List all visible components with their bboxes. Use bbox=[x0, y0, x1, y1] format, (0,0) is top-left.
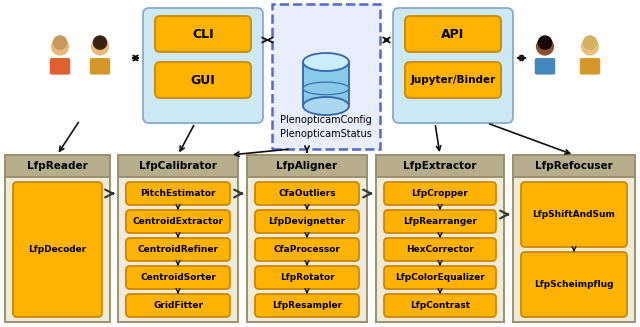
Text: GUI: GUI bbox=[191, 74, 216, 87]
Text: CfaOutliers: CfaOutliers bbox=[278, 189, 336, 198]
Text: LfpRotator: LfpRotator bbox=[280, 273, 334, 282]
FancyBboxPatch shape bbox=[255, 294, 359, 317]
Text: LfpReader: LfpReader bbox=[27, 161, 88, 171]
Bar bbox=[118, 155, 238, 322]
FancyBboxPatch shape bbox=[521, 252, 627, 317]
FancyBboxPatch shape bbox=[143, 8, 263, 123]
Text: API: API bbox=[442, 27, 465, 41]
Bar bbox=[513, 155, 635, 322]
Text: GridFitter: GridFitter bbox=[153, 301, 203, 310]
Text: LfpResampler: LfpResampler bbox=[272, 301, 342, 310]
Circle shape bbox=[93, 36, 107, 49]
Text: PlenopticamConfig: PlenopticamConfig bbox=[280, 115, 372, 125]
Circle shape bbox=[52, 38, 68, 55]
Bar bbox=[303, 62, 349, 106]
FancyBboxPatch shape bbox=[155, 62, 251, 98]
Bar bbox=[376, 155, 504, 322]
Text: LfpColorEqualizer: LfpColorEqualizer bbox=[395, 273, 485, 282]
FancyBboxPatch shape bbox=[126, 182, 230, 205]
Circle shape bbox=[92, 38, 108, 55]
FancyBboxPatch shape bbox=[384, 294, 496, 317]
FancyBboxPatch shape bbox=[580, 58, 600, 75]
Circle shape bbox=[538, 36, 552, 49]
Text: CentroidExtractor: CentroidExtractor bbox=[132, 217, 223, 226]
Bar bbox=[5, 155, 110, 322]
FancyBboxPatch shape bbox=[255, 238, 359, 261]
Circle shape bbox=[584, 36, 596, 49]
Bar bbox=[247, 155, 367, 177]
Text: LfpShiftAndSum: LfpShiftAndSum bbox=[532, 210, 616, 219]
FancyBboxPatch shape bbox=[50, 58, 70, 75]
FancyBboxPatch shape bbox=[13, 182, 102, 317]
FancyBboxPatch shape bbox=[255, 182, 359, 205]
Circle shape bbox=[53, 36, 67, 49]
FancyBboxPatch shape bbox=[405, 62, 501, 98]
Text: LfpRearranger: LfpRearranger bbox=[403, 217, 477, 226]
FancyBboxPatch shape bbox=[405, 16, 501, 52]
Text: CfaProcessor: CfaProcessor bbox=[273, 245, 340, 254]
Text: CentroidSorter: CentroidSorter bbox=[140, 273, 216, 282]
FancyBboxPatch shape bbox=[384, 210, 496, 233]
Text: LfpCropper: LfpCropper bbox=[412, 189, 468, 198]
FancyBboxPatch shape bbox=[155, 16, 251, 52]
Text: LfpAligner: LfpAligner bbox=[276, 161, 337, 171]
Text: PitchEstimator: PitchEstimator bbox=[140, 189, 216, 198]
Ellipse shape bbox=[303, 53, 349, 71]
Circle shape bbox=[582, 38, 598, 55]
Ellipse shape bbox=[303, 97, 349, 115]
Bar bbox=[272, 4, 380, 149]
Text: LfpCalibrator: LfpCalibrator bbox=[139, 161, 217, 171]
FancyBboxPatch shape bbox=[90, 58, 110, 75]
Text: CLI: CLI bbox=[192, 27, 214, 41]
FancyBboxPatch shape bbox=[384, 266, 496, 289]
Bar bbox=[376, 155, 504, 177]
Text: Jupyter/Binder: Jupyter/Binder bbox=[410, 75, 495, 85]
FancyBboxPatch shape bbox=[255, 210, 359, 233]
FancyBboxPatch shape bbox=[384, 182, 496, 205]
Bar bbox=[5, 155, 110, 177]
Text: LfpRefocuser: LfpRefocuser bbox=[535, 161, 613, 171]
FancyBboxPatch shape bbox=[521, 182, 627, 247]
Ellipse shape bbox=[303, 82, 349, 95]
Bar bbox=[513, 155, 635, 177]
Text: LfpDevignetter: LfpDevignetter bbox=[268, 217, 346, 226]
Text: LfpExtractor: LfpExtractor bbox=[403, 161, 477, 171]
Circle shape bbox=[536, 38, 554, 55]
Text: HexCorrector: HexCorrector bbox=[406, 245, 474, 254]
Bar bbox=[118, 155, 238, 177]
FancyBboxPatch shape bbox=[255, 266, 359, 289]
Text: PlenopticamStatus: PlenopticamStatus bbox=[280, 129, 372, 139]
FancyBboxPatch shape bbox=[126, 266, 230, 289]
FancyBboxPatch shape bbox=[384, 238, 496, 261]
FancyBboxPatch shape bbox=[535, 58, 556, 75]
Text: CentroidRefiner: CentroidRefiner bbox=[138, 245, 218, 254]
Bar bbox=[247, 155, 367, 322]
Text: LfpScheimpflug: LfpScheimpflug bbox=[534, 280, 614, 289]
FancyBboxPatch shape bbox=[126, 294, 230, 317]
Text: LfpDecoder: LfpDecoder bbox=[28, 245, 86, 254]
Text: LfpContrast: LfpContrast bbox=[410, 301, 470, 310]
FancyBboxPatch shape bbox=[126, 238, 230, 261]
FancyBboxPatch shape bbox=[126, 210, 230, 233]
FancyBboxPatch shape bbox=[393, 8, 513, 123]
